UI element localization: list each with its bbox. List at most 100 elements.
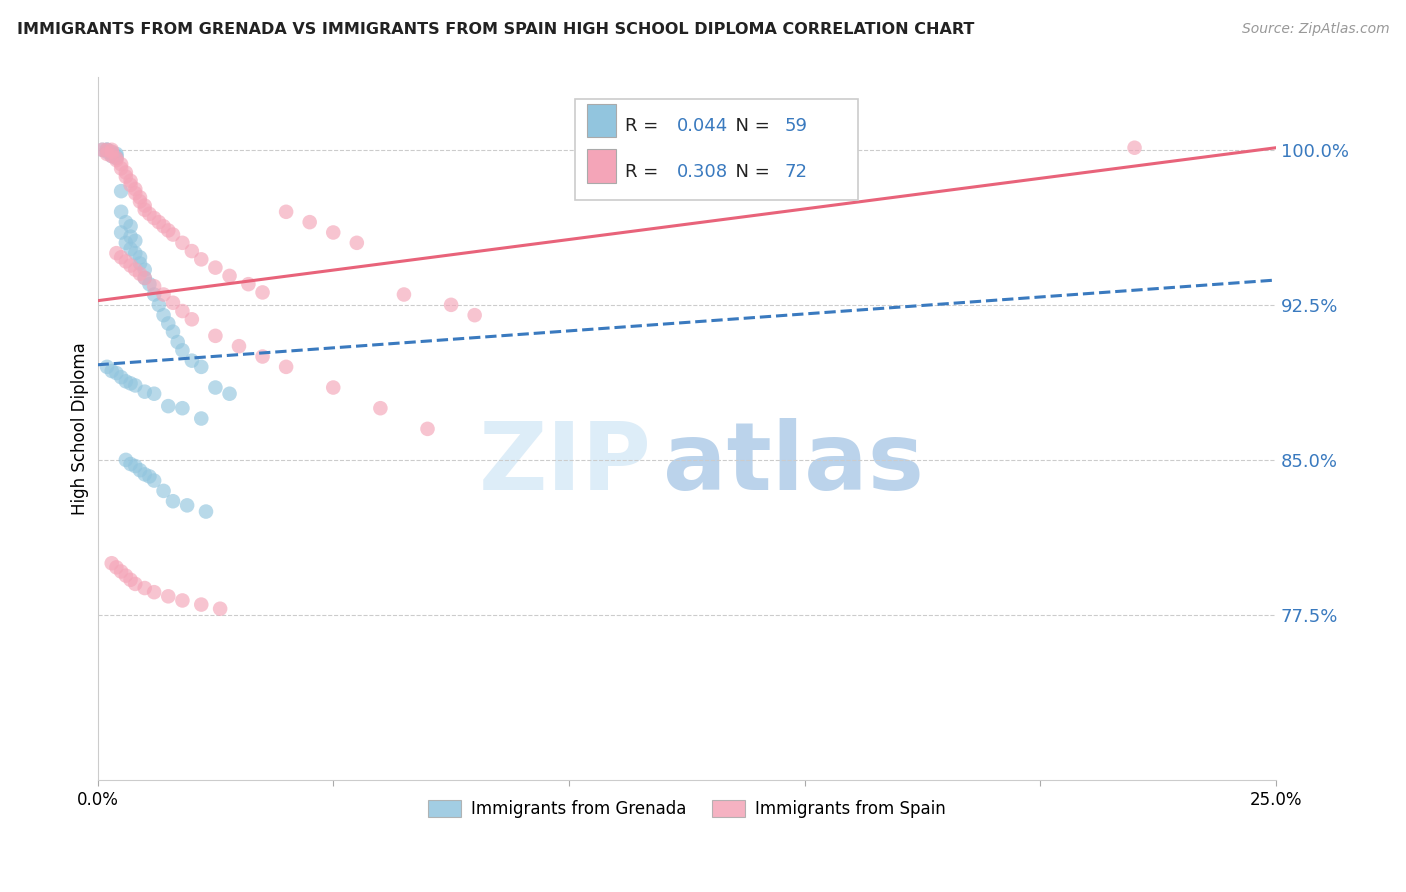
Point xyxy=(134,199,156,213)
Point xyxy=(124,246,146,260)
FancyBboxPatch shape xyxy=(586,103,616,137)
Point xyxy=(124,182,146,196)
Text: 0.308: 0.308 xyxy=(678,163,728,181)
Point xyxy=(134,262,156,277)
Point xyxy=(115,215,138,229)
Point xyxy=(157,223,180,237)
Text: N =: N = xyxy=(724,117,776,135)
Point xyxy=(162,494,184,508)
Point xyxy=(105,149,128,163)
Point xyxy=(152,287,174,301)
Point xyxy=(157,317,180,331)
Point xyxy=(129,190,152,204)
Point xyxy=(120,242,142,256)
Y-axis label: High School Diploma: High School Diploma xyxy=(72,343,89,516)
Point xyxy=(115,254,138,268)
Point xyxy=(322,226,344,240)
Point xyxy=(115,453,138,467)
Point xyxy=(172,593,194,607)
Point xyxy=(110,161,132,176)
Point xyxy=(143,386,166,401)
Point xyxy=(143,279,166,293)
Point xyxy=(190,598,212,612)
Point xyxy=(134,202,156,217)
Point xyxy=(209,601,232,615)
Point xyxy=(100,143,122,157)
Point xyxy=(105,560,128,574)
Point xyxy=(134,271,156,285)
Text: R =: R = xyxy=(626,163,665,181)
Point xyxy=(134,467,156,482)
Point xyxy=(138,207,160,221)
Text: R =: R = xyxy=(626,117,665,135)
Point xyxy=(124,577,146,591)
Point xyxy=(96,147,118,161)
Point xyxy=(143,287,166,301)
Point xyxy=(120,219,142,234)
Point xyxy=(110,204,132,219)
FancyBboxPatch shape xyxy=(586,149,616,183)
Point xyxy=(252,350,274,364)
Point xyxy=(134,271,156,285)
Point xyxy=(162,295,184,310)
Point xyxy=(110,226,132,240)
Point xyxy=(152,483,174,498)
Point xyxy=(105,366,128,380)
Point xyxy=(180,353,202,368)
Point xyxy=(120,174,142,188)
Point xyxy=(162,325,184,339)
Point xyxy=(105,246,128,260)
Point xyxy=(416,422,439,436)
Point xyxy=(115,568,138,582)
Point xyxy=(96,143,118,157)
Point xyxy=(124,459,146,474)
Point xyxy=(120,259,142,273)
Point xyxy=(110,370,132,384)
Point xyxy=(134,384,156,399)
Point xyxy=(218,268,240,283)
Point xyxy=(180,312,202,326)
Point xyxy=(298,215,321,229)
Point xyxy=(100,147,122,161)
Point xyxy=(100,364,122,378)
Point xyxy=(190,252,212,267)
Point xyxy=(115,374,138,388)
Point xyxy=(115,165,138,179)
Point xyxy=(129,194,152,209)
Point xyxy=(120,229,142,244)
Point xyxy=(464,308,486,322)
Point xyxy=(96,143,118,157)
Point xyxy=(172,235,194,250)
Point xyxy=(105,153,128,168)
Point xyxy=(346,235,368,250)
Point xyxy=(148,215,170,229)
Point xyxy=(110,157,132,171)
Point xyxy=(129,250,152,264)
Point xyxy=(166,334,188,349)
Point xyxy=(157,590,180,604)
Point xyxy=(124,262,146,277)
Point xyxy=(138,469,160,483)
Point xyxy=(274,359,297,374)
Text: atlas: atlas xyxy=(664,418,924,510)
Point xyxy=(143,585,166,599)
Text: ZIP: ZIP xyxy=(478,418,651,510)
Point xyxy=(105,151,128,165)
Point xyxy=(120,573,142,587)
Point xyxy=(152,219,174,234)
Point xyxy=(190,411,212,425)
Point xyxy=(105,147,128,161)
Point xyxy=(392,287,415,301)
Point xyxy=(110,184,132,198)
Point xyxy=(157,399,180,413)
Point xyxy=(274,204,297,219)
Point xyxy=(218,386,240,401)
Point xyxy=(180,244,202,258)
Point xyxy=(96,143,118,157)
Point xyxy=(204,329,226,343)
Text: 0.044: 0.044 xyxy=(678,117,728,135)
Point xyxy=(100,149,122,163)
Point xyxy=(110,250,132,264)
Point xyxy=(152,308,174,322)
Point xyxy=(100,145,122,159)
